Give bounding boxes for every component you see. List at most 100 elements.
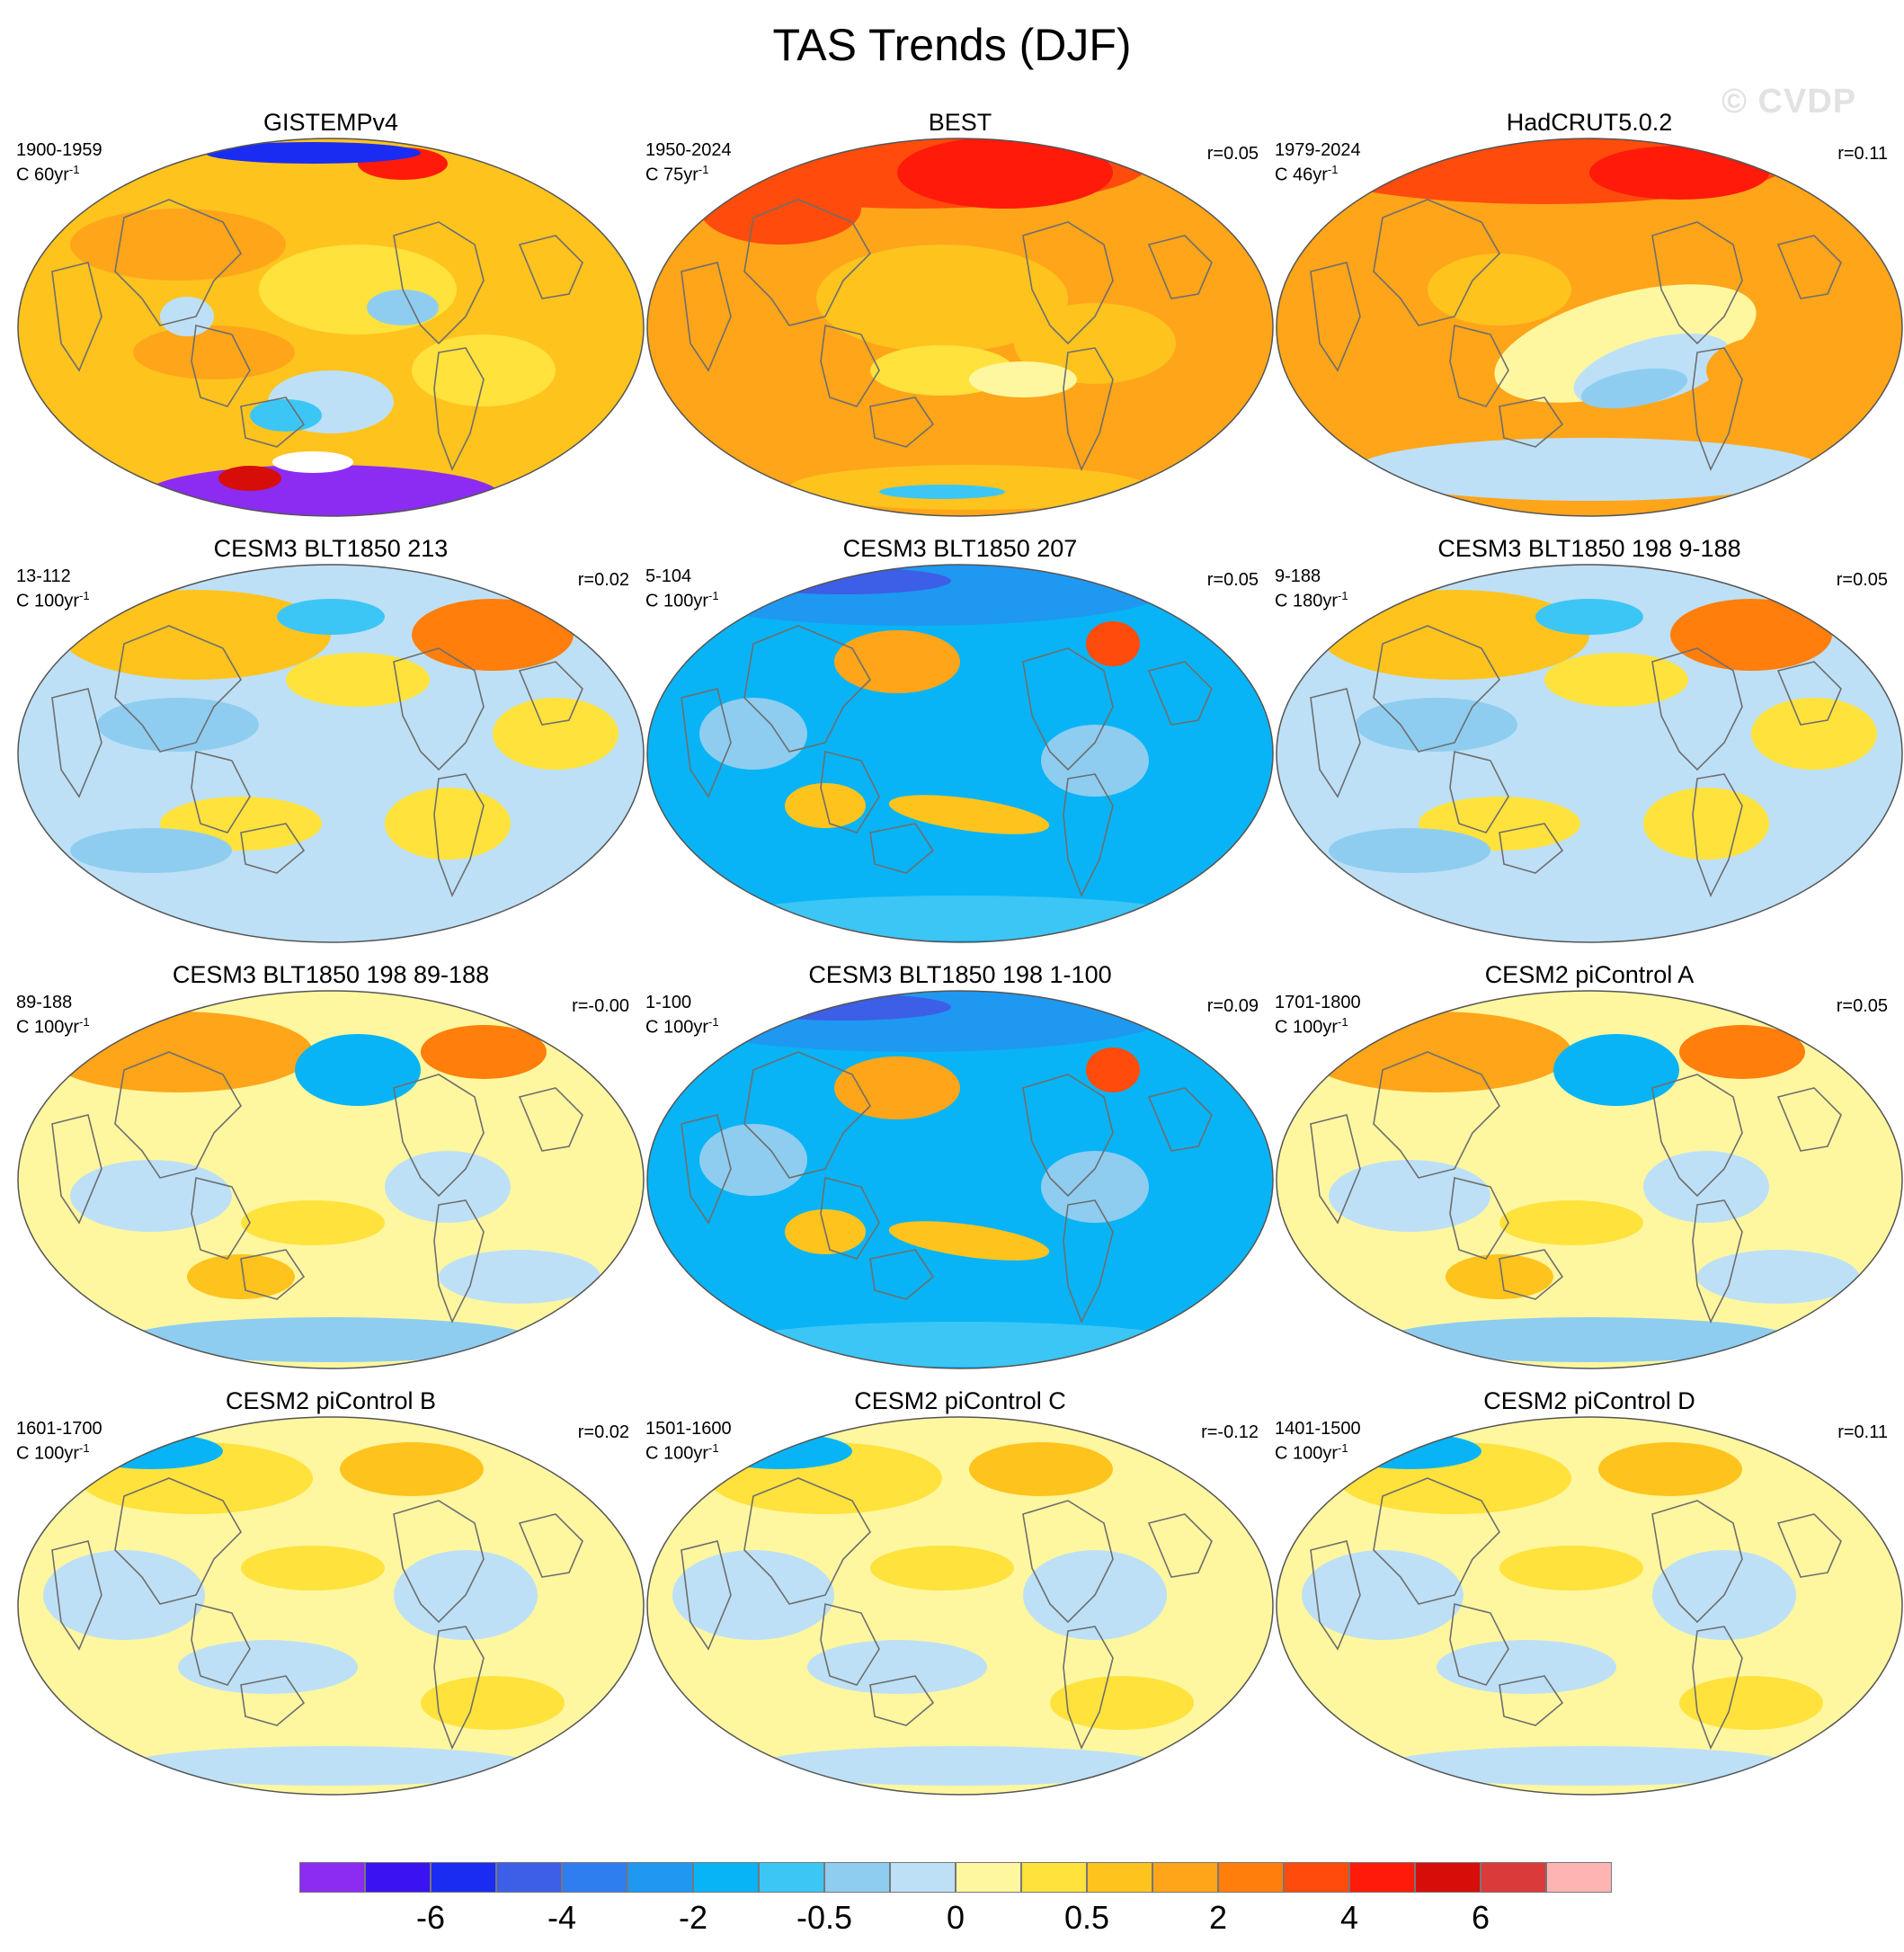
anomaly-region: [726, 896, 1194, 940]
globe-map: [17, 990, 645, 1369]
anomaly-region: [888, 1221, 1050, 1261]
globe-map: [646, 564, 1274, 943]
anomaly-region: [1544, 653, 1688, 707]
correlation-label: r=0.02: [577, 570, 629, 590]
coastline: [191, 1177, 251, 1260]
correlation-label: r=0.05: [1836, 996, 1888, 1016]
anomaly-region: [1670, 599, 1832, 671]
coastline: [191, 1603, 251, 1686]
map-border: [17, 564, 645, 943]
anomaly-region: [672, 1550, 834, 1640]
coastline: [518, 235, 583, 299]
units-label: C 100yr-1: [645, 1015, 719, 1038]
correlation-label: r=0.05: [1206, 570, 1259, 590]
coastline: [240, 1249, 306, 1300]
map-panel: CESM2 piControl B 1601-1700 C 100yr-1 r=0.0…: [16, 1386, 645, 1800]
correlation-label: r=-0.12: [1201, 1422, 1259, 1442]
coastline: [393, 1500, 485, 1624]
colorbar-tick-label: -2: [678, 1899, 707, 1936]
coastline: [393, 221, 485, 345]
anomaly-region: [1553, 1034, 1679, 1106]
anomaly-region: [385, 788, 511, 860]
anomaly-region: [1329, 828, 1490, 873]
coastline: [1651, 1074, 1743, 1198]
coastline: [1651, 221, 1743, 345]
map-border: [646, 138, 1274, 517]
map-border: [646, 564, 1274, 943]
coastline: [1147, 1513, 1213, 1578]
anomaly-region: [1041, 1151, 1149, 1223]
coastline: [51, 1540, 102, 1651]
anomaly-region: [412, 599, 574, 671]
anomaly-region: [816, 245, 1068, 352]
coastline: [393, 1074, 485, 1198]
anomaly-region: [834, 630, 960, 693]
correlation-label: r=0.11: [1837, 1422, 1888, 1442]
colorbar-swatch: [496, 1862, 562, 1893]
period-label: 1900-1959: [16, 140, 102, 160]
anomaly-region: [1041, 725, 1149, 797]
coastline: [1147, 235, 1213, 299]
anomaly-region: [1697, 1250, 1859, 1304]
coastline: [51, 688, 102, 798]
colorbar-tick-label: 0.5: [1063, 1899, 1110, 1936]
coastline: [1022, 647, 1114, 771]
coastline: [820, 1177, 880, 1260]
anomaly-region: [1329, 1160, 1490, 1232]
globe-map: [1276, 990, 1903, 1369]
coastline: [240, 823, 306, 874]
anomaly-region: [178, 1640, 358, 1694]
anomaly-region: [1580, 368, 1688, 409]
anomaly-region: [70, 828, 232, 873]
coastline: [1449, 1177, 1509, 1260]
panel-title: HadCRUT5.0.2: [1506, 109, 1673, 136]
map-border: [17, 1416, 645, 1796]
coastline: [1063, 1199, 1114, 1324]
anomaly-region: [834, 1056, 960, 1119]
period-label: 9-188: [1275, 566, 1321, 586]
colorbar-swatch: [1284, 1862, 1349, 1893]
units-label: C 100yr-1: [16, 589, 90, 611]
colorbar-swatch: [824, 1862, 890, 1893]
coastline: [1310, 1114, 1361, 1225]
coastline: [1373, 625, 1500, 753]
colorbar-swatch: [693, 1862, 759, 1893]
coastline: [1449, 325, 1509, 407]
map-panel: GISTEMPv4 1900-1959 C 60yr-1: [16, 108, 645, 521]
units-label: C 60yr-1: [16, 163, 80, 185]
anomaly-region: [1494, 284, 1757, 403]
coastline: [1373, 199, 1500, 326]
colorbar-swatch: [299, 1862, 365, 1893]
anomaly-region: [259, 245, 457, 334]
period-label: 13-112: [16, 566, 71, 586]
anomaly-region: [888, 795, 1050, 834]
period-label: 89-188: [16, 993, 73, 1012]
coastline: [51, 262, 102, 372]
panel-title: CESM3 BLT1850 198 1-100: [808, 961, 1112, 988]
anomaly-region: [124, 1317, 538, 1362]
coastline: [393, 647, 485, 771]
coastline: [1499, 1675, 1564, 1726]
units-label: C 100yr-1: [1275, 1441, 1348, 1464]
map-panel: BEST 1950-2024 C 75yr-1 r=0.05: [645, 108, 1275, 521]
anomaly-region: [250, 399, 322, 432]
coastline: [240, 1675, 306, 1726]
anomaly-region: [1446, 1254, 1553, 1299]
coastline: [1499, 397, 1564, 448]
anomaly-region: [726, 1322, 1194, 1367]
coastline: [1022, 1500, 1114, 1624]
units-label: C 100yr-1: [645, 1441, 719, 1464]
map-border: [1276, 564, 1903, 943]
anomaly-region: [879, 485, 1005, 499]
map-panel: CESM3 BLT1850 207 5-104 C 100yr-1 r=0.05: [645, 534, 1275, 948]
colorbar-swatch: [890, 1862, 956, 1893]
anomaly-region: [870, 1546, 1014, 1591]
coastline: [869, 1675, 935, 1726]
anomaly-region: [133, 325, 295, 379]
map-panel: CESM2 piControl C 1501-1600 C 100yr-1 r=-0.…: [645, 1386, 1275, 1800]
coastline: [114, 625, 242, 753]
coastline: [1373, 1051, 1500, 1179]
map-panel: CESM2 piControl D 1401-1500 C 100yr-1 r=0.1…: [1275, 1386, 1904, 1800]
units-label: C 100yr-1: [1275, 1015, 1348, 1038]
anomaly-region: [61, 590, 331, 680]
